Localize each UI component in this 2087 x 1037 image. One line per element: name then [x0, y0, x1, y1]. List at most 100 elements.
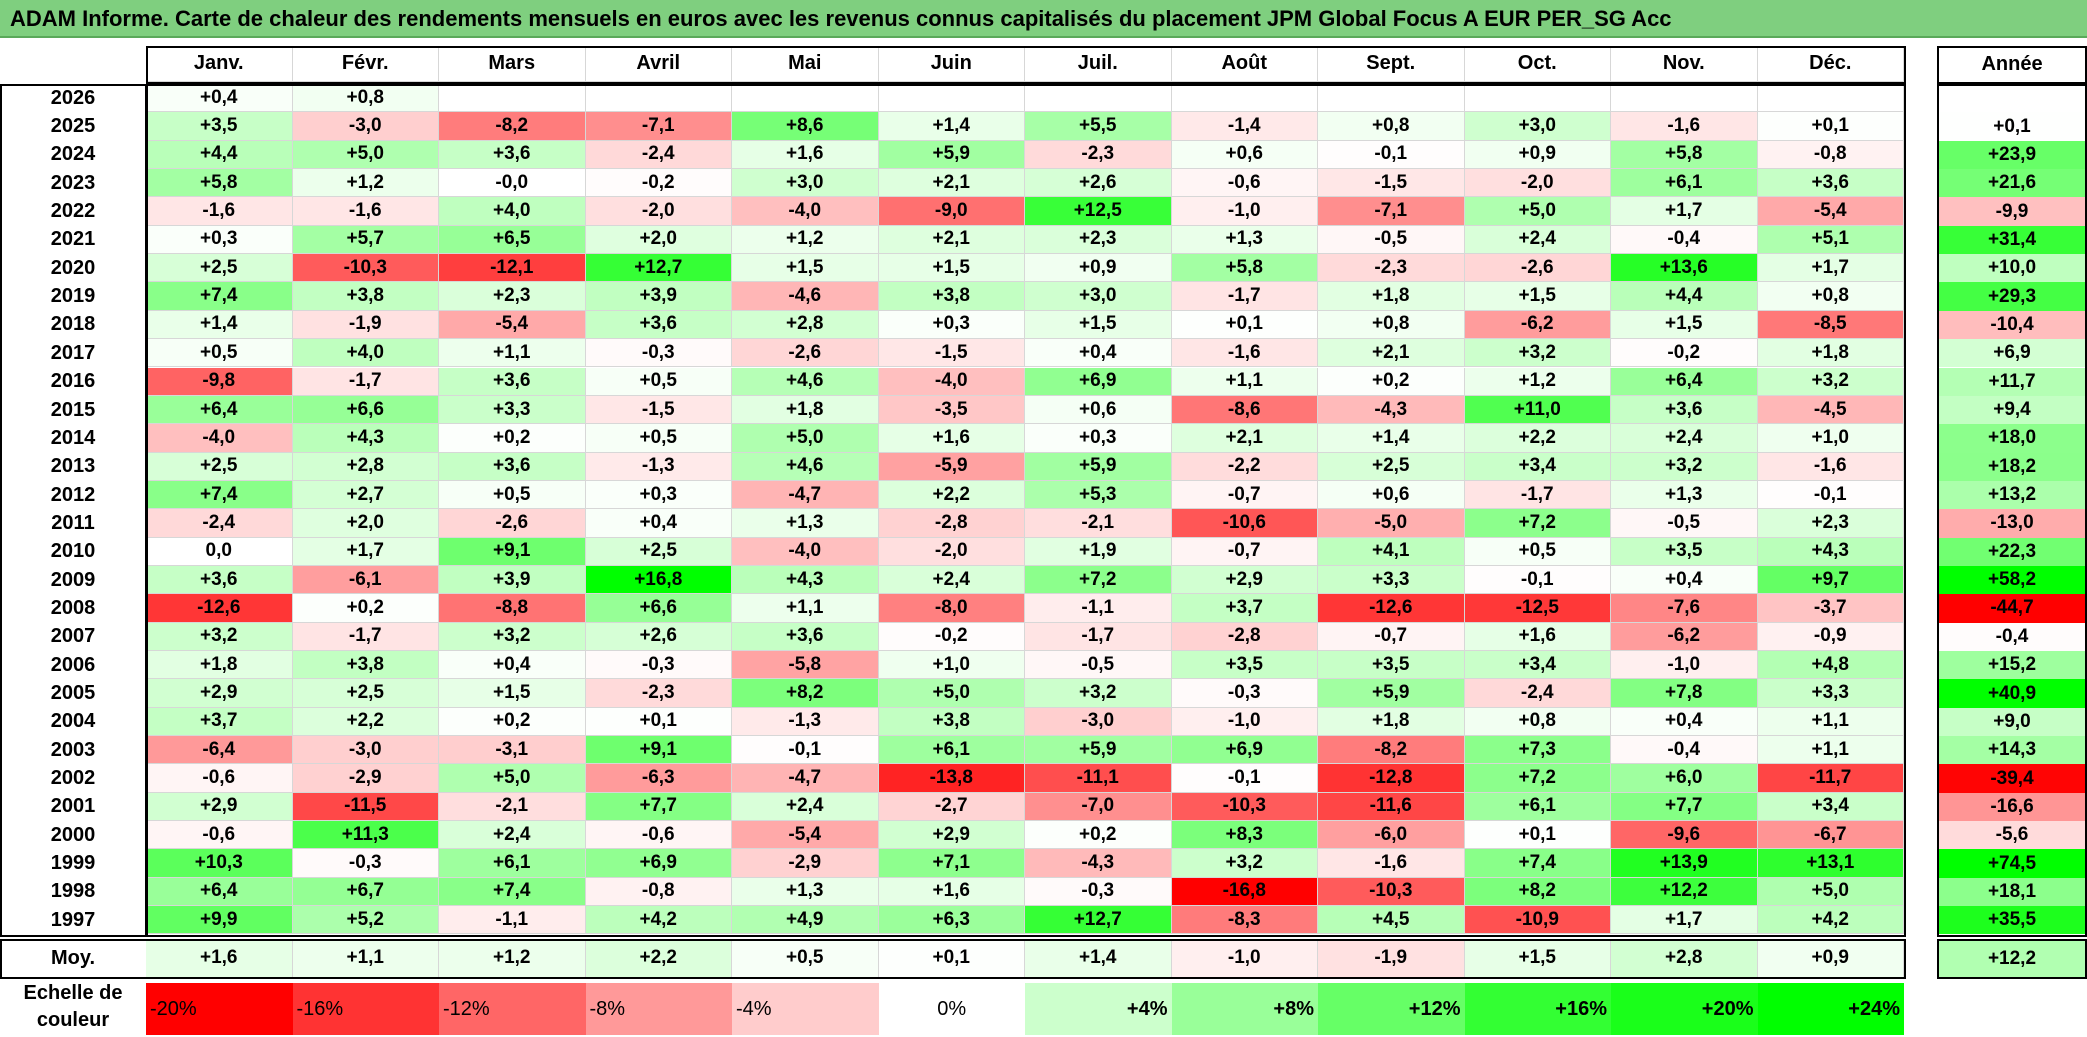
annual-cell: +11,7: [1937, 367, 2087, 396]
heatmap-cell: +4,3: [292, 424, 439, 453]
year-label: 2000: [0, 821, 146, 850]
heatmap-cell: -2,0: [1464, 169, 1611, 198]
heatmap-cell: +3,2: [146, 622, 293, 651]
color-scale-swatch: +20%: [1611, 983, 1758, 1035]
heatmap-cell: +6,1: [1464, 792, 1611, 822]
heatmap-cell: -9,8: [146, 367, 293, 396]
heatmap-cell: -3,0: [292, 112, 439, 141]
annual-cell: +22,3: [1937, 537, 2087, 566]
heatmap-cell: -0,0: [439, 169, 586, 198]
heatmap-cell: +3,8: [292, 282, 439, 311]
heatmap-cell: [585, 84, 732, 113]
heatmap-cell: +1,5: [878, 254, 1025, 283]
annual-cell: -44,7: [1937, 594, 2087, 623]
heatmap-cell: -2,7: [878, 792, 1025, 822]
annual-cell: +14,3: [1937, 736, 2087, 765]
heatmap-cell: -0,5: [1025, 651, 1172, 680]
heatmap-cell: +8,6: [732, 112, 879, 141]
heatmap-cell: -8,2: [1318, 736, 1465, 765]
heatmap-cell: -2,6: [1464, 254, 1611, 283]
heatmap-cell: -2,1: [439, 792, 586, 822]
heatmap-cell: +3,8: [292, 651, 439, 680]
chart-title: ADAM Informe. Carte de chaleur des rende…: [0, 0, 2087, 38]
heatmap-cell: -2,9: [732, 849, 879, 878]
heatmap-cell: +2,1: [878, 225, 1025, 255]
heatmap-cell: +3,2: [1611, 452, 1758, 481]
heatmap-cell: +5,0: [1757, 877, 1904, 907]
heatmap-cell: +8,3: [1171, 821, 1318, 850]
heatmap-cell: +7,8: [1611, 679, 1758, 708]
heatmap-cell: -0,3: [1171, 679, 1318, 708]
heatmap-cell: -8,5: [1757, 310, 1904, 340]
heatmap-cell: +3,5: [1611, 537, 1758, 566]
color-scale-swatch: +4%: [1025, 983, 1172, 1035]
heatmap-cell: +6,6: [585, 594, 732, 623]
heatmap-cell: +2,5: [146, 254, 293, 283]
heatmap-cell: -2,8: [1171, 622, 1318, 651]
heatmap-cell: +0,4: [1611, 707, 1758, 737]
year-label: 2016: [0, 367, 146, 396]
heatmap-cell: +0,4: [439, 651, 586, 680]
heatmap-cell: +3,0: [732, 169, 879, 198]
heatmap-cell: +1,7: [1611, 906, 1758, 935]
heatmap-cell: +5,8: [146, 169, 293, 198]
heatmap-cell: +5,8: [1171, 254, 1318, 283]
heatmap-cell: +6,5: [439, 225, 586, 255]
annual-cell: +18,2: [1937, 452, 2087, 481]
heatmap-cell: -4,3: [1025, 849, 1172, 878]
heatmap-cell: +1,1: [1757, 707, 1904, 737]
heatmap-cell: -1,0: [1171, 707, 1318, 737]
heatmap-cell: -0,8: [1757, 140, 1904, 170]
heatmap-cell: +0,5: [439, 480, 586, 510]
heatmap-cell: [1757, 84, 1904, 113]
year-label: 2015: [0, 395, 146, 425]
heatmap-cell: 0,0: [146, 537, 293, 566]
heatmap-cell: [1611, 84, 1758, 113]
heatmap-cell: -1,6: [1318, 849, 1465, 878]
heatmap-cell: +2,0: [292, 509, 439, 538]
heatmap-cell: -5,4: [732, 821, 879, 850]
heatmap-cell: -10,6: [1171, 509, 1318, 538]
heatmap-cell: +4,9: [732, 906, 879, 935]
heatmap-cell: +5,0: [732, 424, 879, 453]
heatmap-cell: -0,6: [146, 821, 293, 850]
heatmap-cell: +0,4: [585, 509, 732, 538]
heatmap-cell: +0,6: [1318, 480, 1465, 510]
heatmap-cell: +7,2: [1464, 764, 1611, 793]
annual-cell: +6,9: [1937, 339, 2087, 368]
heatmap-cell: -1,4: [1171, 112, 1318, 141]
year-label: 2020: [0, 254, 146, 283]
heatmap-cell: +2,8: [732, 310, 879, 340]
heatmap-cell: -12,6: [146, 594, 293, 623]
year-label: 2012: [0, 480, 146, 510]
heatmap-cell: +3,6: [439, 367, 586, 396]
heatmap-cell: +0,2: [1025, 821, 1172, 850]
heatmap-cell: -1,3: [732, 707, 879, 737]
heatmap-cell: -1,6: [1611, 112, 1758, 141]
heatmap-cell: +16,8: [585, 565, 732, 595]
heatmap-cell: +9,9: [146, 906, 293, 935]
heatmap-cell: +2,5: [292, 679, 439, 708]
heatmap-cell: +3,8: [878, 282, 1025, 311]
heatmap-cell: +3,6: [1611, 395, 1758, 425]
heatmap-cell: -0,6: [585, 821, 732, 850]
year-label: 1997: [0, 906, 146, 935]
heatmap-cell: +1,6: [732, 140, 879, 170]
heatmap-cell: +3,0: [1464, 112, 1611, 141]
heatmap-cell: -6,1: [292, 565, 439, 595]
heatmap-cell: +6,4: [146, 395, 293, 425]
heatmap-cell: +5,3: [1025, 480, 1172, 510]
heatmap-cell: -4,7: [732, 480, 879, 510]
heatmap-cell: -10,9: [1464, 906, 1611, 935]
heatmap-cell: -2,0: [878, 537, 1025, 566]
month-header: Oct.: [1464, 46, 1611, 82]
heatmap-cell: +5,9: [878, 140, 1025, 170]
heatmap-cell: -4,0: [732, 537, 879, 566]
month-header: Janv.: [146, 46, 293, 82]
year-label: 2021: [0, 225, 146, 255]
year-label: 2013: [0, 452, 146, 481]
heatmap-cell: [1318, 84, 1465, 113]
heatmap-cell: +6,1: [878, 736, 1025, 765]
heatmap-cell: -11,7: [1757, 764, 1904, 793]
heatmap-cell: +0,6: [1025, 395, 1172, 425]
